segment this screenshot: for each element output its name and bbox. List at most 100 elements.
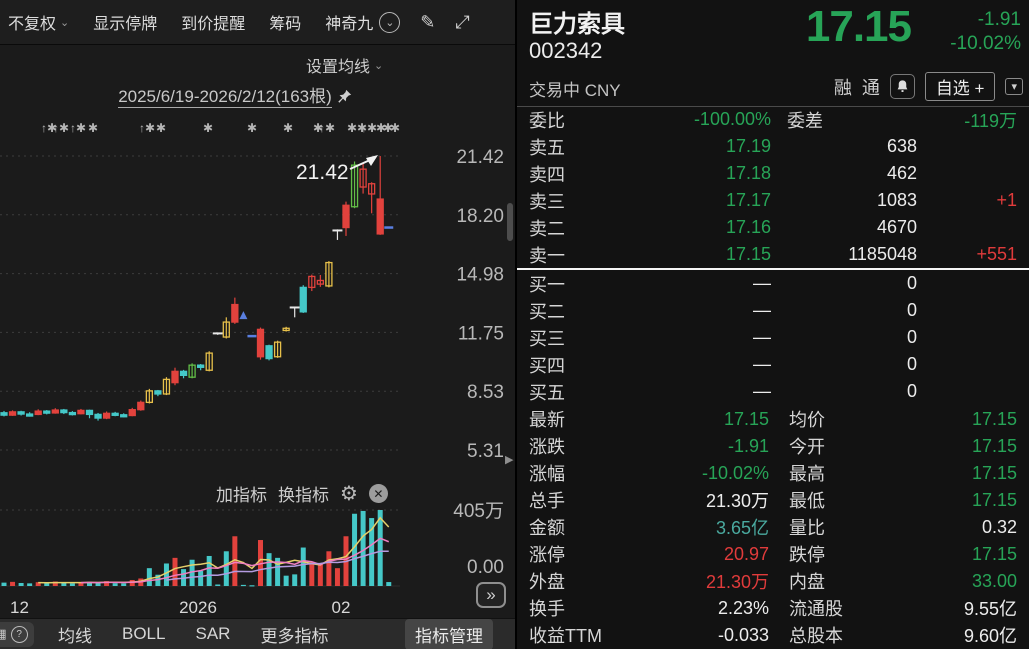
svg-text:✱: ✱ bbox=[59, 121, 69, 135]
ask-row[interactable]: 卖五 17.19 638 bbox=[517, 133, 1029, 160]
stat-label: 换手 bbox=[529, 599, 565, 620]
diff-value: -119万 bbox=[964, 110, 1017, 131]
add-watchlist-button[interactable]: 自选 + bbox=[924, 72, 996, 101]
price-change: -1.91 bbox=[977, 9, 1021, 30]
indicator-manage-button[interactable]: 指标管理 bbox=[405, 618, 493, 649]
ask-price: 17.17 bbox=[725, 190, 771, 211]
bid-volume: 0 bbox=[906, 354, 917, 375]
bid-price: — bbox=[753, 327, 771, 348]
svg-text:✱: ✱ bbox=[376, 121, 386, 135]
close-indicator-icon[interactable]: ✕ bbox=[368, 484, 388, 503]
svg-text:✱: ✱ bbox=[203, 121, 213, 135]
bid-label: 买四 bbox=[529, 355, 565, 376]
bid-row[interactable]: 买四 — 0 bbox=[517, 351, 1029, 378]
ask-price: 17.18 bbox=[725, 163, 771, 184]
ask-row[interactable]: 卖一 17.15 1185048 +551 bbox=[517, 241, 1029, 268]
add-indicator-button[interactable]: 加指标 bbox=[216, 486, 267, 505]
bid-volume: 0 bbox=[906, 273, 917, 294]
bid-label: 买五 bbox=[529, 382, 565, 403]
bid-row[interactable]: 买五 — 0 bbox=[517, 378, 1029, 405]
date-range-link[interactable]: 2025/6/19-2026/2/12(163根) bbox=[0, 82, 470, 108]
stat-value: 21.30万 bbox=[705, 572, 769, 593]
stat-value: 17.15 bbox=[971, 543, 1017, 564]
next-page-button[interactable]: » bbox=[476, 582, 506, 608]
ma-settings-label: 设置均线 bbox=[306, 59, 371, 76]
svg-text:✱: ✱ bbox=[347, 121, 357, 135]
ask-row[interactable]: 卖四 17.18 462 bbox=[517, 160, 1029, 187]
bid-price: — bbox=[753, 381, 771, 402]
ask-price: 17.19 bbox=[725, 136, 771, 157]
svg-text:✱: ✱ bbox=[313, 121, 323, 135]
ask-label: 卖三 bbox=[529, 191, 565, 212]
short-tag[interactable]: 通 bbox=[861, 77, 880, 98]
kline-chart-area: 21.42 18.20 14.98 11.75 8.53 5.31 405万 0.00 12 20… bbox=[0, 45, 515, 618]
circle-chevron-down-icon: ⌄ bbox=[379, 11, 401, 33]
stat-label: 均价 bbox=[789, 410, 825, 431]
price-alert-button[interactable]: 到价提醒 bbox=[181, 16, 246, 33]
gear-icon[interactable]: ⚙ bbox=[340, 483, 358, 505]
svg-text:✱: ✱ bbox=[383, 121, 393, 135]
stat-row: 涨幅 -10.02% 最高 17.15 bbox=[517, 460, 1029, 487]
magic-nine-button[interactable]: 神奇九 ⌄ bbox=[325, 10, 401, 34]
svg-text:✱: ✱ bbox=[156, 121, 166, 135]
stock-name: 巨力索具 bbox=[529, 11, 625, 38]
date-range-label: 2025/6/19-2026/2/12(163根) bbox=[118, 87, 332, 108]
tab-more-indicators[interactable]: 更多指标 bbox=[260, 626, 329, 646]
ratio-label: 委比 bbox=[529, 110, 565, 131]
svg-text:✱: ✱ bbox=[76, 121, 86, 135]
show-halt-button[interactable]: 显示停牌 bbox=[93, 16, 158, 33]
fullscreen-icon[interactable]: ⤢ bbox=[455, 11, 470, 32]
stat-value: 3.65亿 bbox=[715, 518, 769, 539]
quote-panel: 巨力索具 002342 交易中 CNY 17.15 -1.91 -10.02% … bbox=[515, 0, 1029, 649]
indicator-help-button[interactable]: ▦ ? bbox=[0, 621, 34, 647]
tab-sar[interactable]: SAR bbox=[195, 624, 231, 643]
chevron-down-icon: ⌄ bbox=[60, 16, 70, 29]
bid-row[interactable]: 买三 — 0 bbox=[517, 324, 1029, 351]
margin-tag[interactable]: 融 bbox=[833, 77, 852, 98]
ask-label: 卖五 bbox=[529, 137, 565, 158]
grid-icon: ▦ bbox=[0, 626, 7, 641]
switch-indicator-button[interactable]: 换指标 bbox=[278, 486, 329, 505]
bid-price: — bbox=[753, 354, 771, 375]
stat-value: 17.15 bbox=[971, 489, 1017, 510]
stat-value: -10.02% bbox=[701, 462, 769, 483]
quote-body: 委比 -100.00% 委差 -119万 卖五 17.19 638 卖四 17.18 46… bbox=[517, 106, 1029, 649]
watchlist-dropdown-button[interactable]: ▾ bbox=[1005, 78, 1023, 95]
ratio-value: -100.00% bbox=[693, 109, 771, 130]
svg-text:✱: ✱ bbox=[283, 121, 293, 135]
chip-distribution-button[interactable]: 筹码 bbox=[269, 16, 302, 33]
adjust-mode-button[interactable]: 不复权 ⌄ bbox=[8, 10, 69, 34]
bid-row[interactable]: 买一 — 0 bbox=[517, 270, 1029, 297]
kline-chart[interactable]: 21.42 18.20 14.98 11.75 8.53 5.31 405万 0.00 12 20… bbox=[0, 45, 515, 618]
stat-label: 总手 bbox=[529, 491, 565, 512]
bid-price: — bbox=[753, 300, 771, 321]
ask-label: 卖二 bbox=[529, 218, 565, 239]
ask-row[interactable]: 卖二 17.16 4670 bbox=[517, 214, 1029, 241]
scrollbar-arrow-icon[interactable]: ▶ bbox=[505, 454, 514, 466]
svg-text:21.42: 21.42 bbox=[456, 147, 504, 168]
pin-icon bbox=[338, 89, 351, 103]
quote-actions: 融 通 自选 + ▾ bbox=[834, 72, 1023, 101]
chart-scrollbar-thumb[interactable] bbox=[507, 203, 513, 241]
stat-row: 外盘 21.30万 内盘 33.00 bbox=[517, 568, 1029, 595]
svg-text:↑: ↑ bbox=[139, 121, 145, 135]
bid-label: 买二 bbox=[529, 301, 565, 322]
ask-price: 17.15 bbox=[725, 244, 771, 265]
svg-text:↑: ↑ bbox=[361, 121, 367, 135]
tab-ma[interactable]: 均线 bbox=[58, 626, 92, 646]
stat-label: 涨幅 bbox=[529, 464, 565, 485]
draw-tool-icon[interactable]: ✎ bbox=[420, 11, 436, 32]
svg-text:↑: ↑ bbox=[70, 121, 76, 135]
alert-bell-button[interactable] bbox=[889, 74, 915, 99]
svg-text:✱: ✱ bbox=[247, 121, 257, 135]
ma-settings-button[interactable]: 设置均线 ⌄ bbox=[306, 53, 383, 77]
bid-row[interactable]: 买二 — 0 bbox=[517, 297, 1029, 324]
ask-label: 卖一 bbox=[529, 245, 565, 266]
diff-label: 委差 bbox=[787, 110, 823, 131]
ask-delta: +1 bbox=[996, 190, 1017, 211]
ask-row[interactable]: 卖三 17.17 1083 +1 bbox=[517, 187, 1029, 214]
tab-boll[interactable]: BOLL bbox=[122, 624, 166, 643]
bid-label: 买一 bbox=[529, 274, 565, 295]
stat-label: 涨跌 bbox=[529, 437, 565, 458]
stat-value: 9.55亿 bbox=[963, 599, 1017, 620]
